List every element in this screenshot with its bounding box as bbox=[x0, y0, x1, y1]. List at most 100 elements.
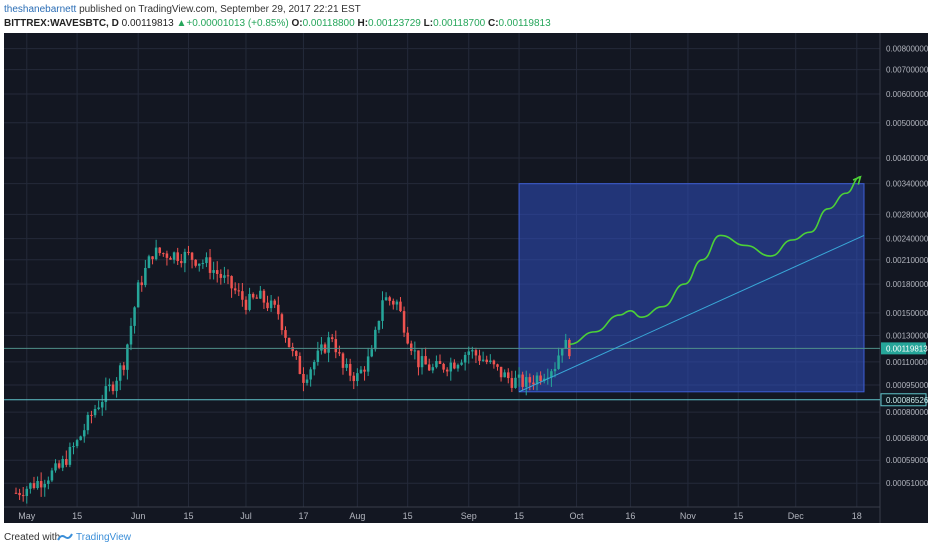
candle-body bbox=[309, 369, 312, 380]
candle-body bbox=[348, 364, 352, 376]
y-tick-label: 0.00600000 bbox=[886, 90, 928, 99]
x-tick-label: Dec bbox=[788, 511, 805, 521]
forecast-box bbox=[518, 183, 865, 393]
candle-body bbox=[295, 351, 298, 357]
candle-body bbox=[201, 263, 205, 265]
high-label: H: bbox=[357, 18, 369, 29]
candle-body bbox=[492, 360, 496, 365]
x-tick-label: Sep bbox=[461, 511, 477, 521]
candle-body bbox=[230, 276, 233, 289]
candle-body bbox=[172, 252, 176, 260]
candle-body bbox=[456, 364, 460, 369]
candle-body bbox=[194, 259, 197, 266]
candle-body bbox=[553, 368, 557, 372]
candle-body bbox=[460, 362, 463, 365]
x-tick-label: May bbox=[18, 511, 36, 521]
x-tick-label: 15 bbox=[72, 511, 82, 521]
x-tick-label: 15 bbox=[403, 511, 413, 521]
candle-body bbox=[503, 372, 506, 378]
candle-body bbox=[564, 339, 568, 349]
candle-body bbox=[399, 301, 402, 312]
candle-body bbox=[471, 350, 474, 352]
candle-body bbox=[219, 273, 223, 278]
y-tick-label: 0.00059000 bbox=[886, 456, 928, 465]
candle-body bbox=[356, 373, 359, 382]
candle-body bbox=[496, 364, 499, 367]
candle-body bbox=[147, 256, 151, 268]
candle-body bbox=[190, 252, 194, 260]
candle-body bbox=[427, 364, 431, 371]
candle-body bbox=[75, 440, 79, 447]
last-price-tag bbox=[881, 342, 926, 355]
open-value: 0.00118800 bbox=[302, 18, 355, 29]
candle-body bbox=[68, 446, 72, 465]
candle-body bbox=[485, 359, 488, 363]
candle-body bbox=[402, 311, 406, 333]
candle-body bbox=[108, 384, 111, 387]
candle-body bbox=[233, 288, 237, 291]
y-tick-label: 0.00700000 bbox=[886, 66, 928, 75]
close-value: 0.00119813 bbox=[498, 18, 551, 29]
candle-body bbox=[21, 495, 25, 497]
price-value: 0.00119813 bbox=[121, 18, 174, 29]
candle-body bbox=[499, 366, 503, 378]
y-tick-label: 0.00080000 bbox=[886, 408, 928, 417]
candle-body bbox=[417, 350, 420, 368]
candle-body bbox=[47, 480, 50, 484]
candle-body bbox=[205, 257, 208, 264]
open-label: O: bbox=[291, 18, 303, 29]
footer: Created with TradingView bbox=[0, 526, 932, 550]
candle-body bbox=[550, 371, 553, 378]
candle-body bbox=[388, 297, 391, 301]
x-tick-label: 16 bbox=[625, 511, 635, 521]
chart-area[interactable]: 0.00800000 0.00700000 0.00600000 0.00500000… bbox=[4, 33, 928, 523]
candle-body bbox=[291, 347, 294, 352]
candle-body bbox=[316, 350, 320, 362]
candle-body bbox=[392, 300, 395, 305]
published-text: published on TradingView.com, September … bbox=[79, 4, 361, 15]
support-price-tag bbox=[880, 393, 927, 407]
candle-body bbox=[25, 488, 29, 496]
candle-body bbox=[284, 330, 287, 338]
author-link[interactable]: theshanebarnett bbox=[4, 4, 77, 15]
candle-body bbox=[65, 459, 68, 465]
candle-body bbox=[287, 337, 291, 348]
candle-body bbox=[54, 463, 57, 471]
candle-body bbox=[334, 339, 338, 353]
y-tick-label: 0.00500000 bbox=[886, 119, 928, 128]
candle-body bbox=[104, 386, 108, 402]
candle-body bbox=[409, 343, 413, 351]
candle-body bbox=[424, 356, 427, 365]
candle-body bbox=[18, 492, 21, 496]
low-value: 0.00118700 bbox=[433, 18, 486, 29]
candle-body bbox=[381, 300, 384, 321]
candle-body bbox=[162, 253, 165, 255]
candle-body bbox=[248, 293, 251, 310]
candle-body bbox=[126, 344, 129, 370]
price-chart[interactable]: 0.00800000 0.00700000 0.00600000 0.00500000… bbox=[4, 33, 928, 523]
change-arrow-icon: ▲ bbox=[176, 18, 187, 29]
tradingview-logo-icon[interactable] bbox=[57, 531, 73, 543]
y-tick-label: 0.00150000 bbox=[886, 309, 928, 318]
candle-body bbox=[165, 253, 169, 258]
x-tick-label: 18 bbox=[852, 511, 862, 521]
candle-body bbox=[259, 290, 262, 299]
candle-body bbox=[83, 430, 86, 437]
projection-path bbox=[569, 176, 861, 346]
candle-body bbox=[302, 373, 305, 383]
candle-body bbox=[269, 300, 273, 309]
y-tick-label: 0.00180000 bbox=[886, 280, 928, 289]
candle-body bbox=[237, 290, 241, 292]
candle-body bbox=[320, 344, 323, 351]
candle-body bbox=[539, 375, 542, 382]
candle-body bbox=[431, 367, 435, 371]
candle-body bbox=[111, 384, 115, 392]
candle-body bbox=[208, 257, 212, 273]
candle-body bbox=[97, 407, 100, 410]
tradingview-brand[interactable]: TradingView bbox=[76, 532, 132, 543]
ohlc-line: BITTREX:WAVESBTC, D 0.00119813 ▲+0.00001… bbox=[4, 17, 551, 31]
candle-body bbox=[359, 369, 363, 374]
candle-body bbox=[298, 356, 302, 374]
candle-body bbox=[122, 365, 126, 370]
candle-body bbox=[32, 483, 36, 489]
